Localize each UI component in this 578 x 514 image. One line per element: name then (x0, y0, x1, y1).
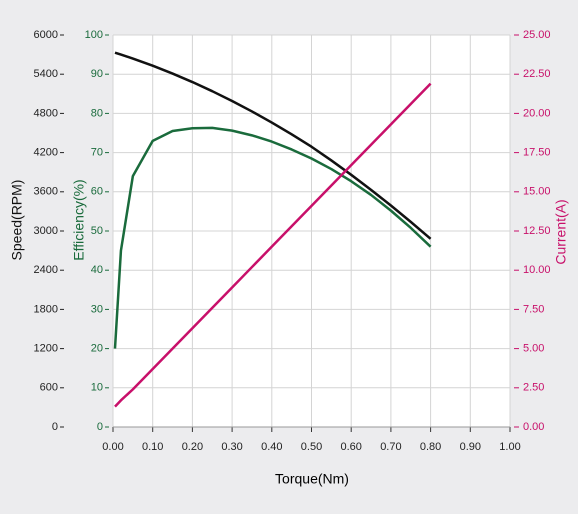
current-tick-label: 2.50 (523, 382, 544, 394)
speed-tick-label: 1800 (34, 303, 58, 315)
x-tick-label: 0.70 (380, 441, 401, 453)
current-tick-label: 10.00 (523, 264, 551, 276)
series-line (114, 82, 432, 408)
efficiency-tick-label: 10 (91, 382, 103, 394)
x-tick-label: 1.00 (499, 441, 520, 453)
speed-tick-label: 3600 (34, 186, 58, 198)
speed-tick-label: 1200 (34, 343, 58, 355)
efficiency-tick-label: 70 (91, 147, 103, 159)
speed-axis-label: Speed(RPM) (9, 180, 25, 261)
series-line (113, 126, 432, 349)
x-tick-label: 0.80 (420, 441, 441, 453)
current-tick-label: 12.50 (523, 225, 551, 237)
x-tick-label: 0.00 (102, 441, 123, 453)
current-tick-label: 7.50 (523, 303, 544, 315)
x-tick-label: 0.60 (340, 441, 361, 453)
speed-tick-label: 4800 (34, 107, 58, 119)
current-tick-label: 15.00 (523, 186, 551, 198)
speed-tick-label: 0 (52, 421, 58, 433)
x-tick-label: 0.20 (182, 441, 203, 453)
speed-tick-label: 4200 (34, 147, 58, 159)
x-axis-label: Torque(Nm) (275, 471, 349, 487)
current-axis-label: Current(A) (553, 199, 569, 264)
current-tick-label: 22.50 (523, 68, 551, 80)
x-tick-label: 0.40 (261, 441, 282, 453)
current-tick-label: 20.00 (523, 107, 551, 119)
efficiency-tick-label: 0 (97, 421, 103, 433)
efficiency-tick-label: 80 (91, 107, 103, 119)
efficiency-tick-label: 60 (91, 186, 103, 198)
efficiency-tick-label: 100 (85, 29, 103, 41)
speed-tick-label: 6000 (34, 29, 58, 41)
x-tick-label: 0.90 (460, 441, 481, 453)
current-tick-label: 17.50 (523, 147, 551, 159)
x-tick-label: 0.50 (301, 441, 322, 453)
x-tick-label: 0.10 (142, 441, 163, 453)
current-tick-label: 25.00 (523, 29, 551, 41)
efficiency-tick-label: 90 (91, 68, 103, 80)
current-tick-label: 0.00 (523, 421, 544, 433)
speed-tick-label: 5400 (34, 68, 58, 80)
speed-tick-label: 3000 (34, 225, 58, 237)
efficiency-tick-label: 40 (91, 264, 103, 276)
speed-tick-label: 600 (40, 382, 58, 394)
efficiency-axis-label: Efficiency(%) (71, 179, 87, 260)
series-line (114, 51, 432, 240)
x-tick-label: 0.30 (221, 441, 242, 453)
speed-tick-label: 2400 (34, 264, 58, 276)
efficiency-tick-label: 50 (91, 225, 103, 237)
current-tick-label: 5.00 (523, 343, 544, 355)
efficiency-tick-label: 30 (91, 303, 103, 315)
efficiency-tick-label: 20 (91, 343, 103, 355)
